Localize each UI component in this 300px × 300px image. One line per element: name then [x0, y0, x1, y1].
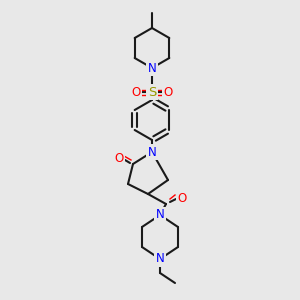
Text: N: N [148, 61, 156, 74]
Text: O: O [177, 191, 187, 205]
Text: N: N [156, 253, 164, 266]
Text: O: O [131, 85, 141, 98]
Text: N: N [156, 208, 164, 221]
Text: N: N [148, 146, 156, 158]
Text: N: N [156, 208, 164, 221]
Text: O: O [164, 85, 172, 98]
Text: S: S [148, 85, 156, 98]
Text: O: O [114, 152, 124, 166]
